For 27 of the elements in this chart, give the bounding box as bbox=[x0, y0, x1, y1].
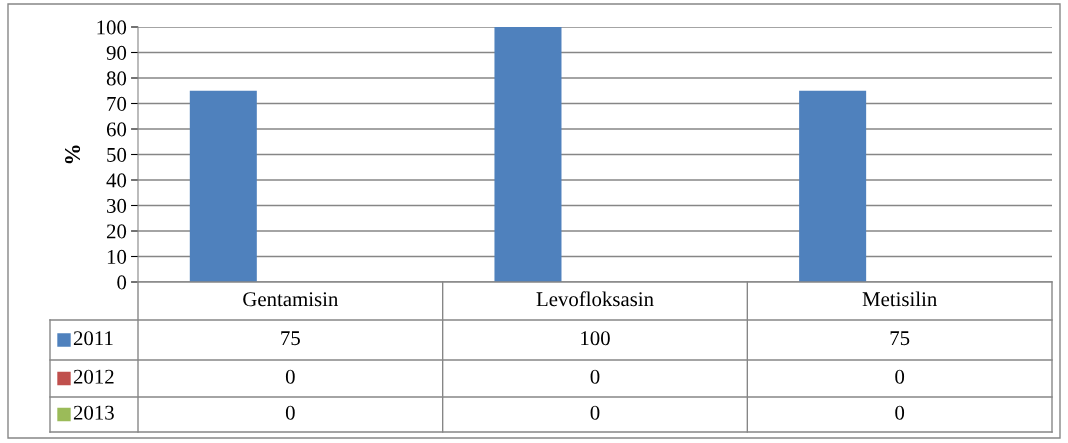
x-tick-label: Levofloksasin bbox=[536, 291, 654, 307]
y-tick-label: 40 bbox=[106, 173, 127, 188]
y-tick-label: 20 bbox=[106, 224, 127, 239]
y-tick-label: 30 bbox=[107, 198, 127, 213]
data-label: 75 bbox=[281, 331, 300, 346]
y-tick-label: 0 bbox=[117, 275, 127, 290]
x-tick-label: Gentamisin bbox=[243, 292, 339, 307]
data-label: 75 bbox=[890, 331, 910, 346]
legend-label: 2012 bbox=[73, 369, 114, 384]
y-tick-label: 80 bbox=[106, 71, 127, 86]
data-label: 0 bbox=[590, 369, 600, 384]
y-tick-label: 60 bbox=[106, 122, 127, 137]
x-tick-label: Metisilin bbox=[862, 291, 937, 307]
data-label: 0 bbox=[285, 405, 295, 420]
legend-label: 2013 bbox=[73, 405, 114, 420]
y-axis-title: % bbox=[65, 145, 81, 164]
data-label: 0 bbox=[895, 369, 905, 384]
y-tick-label: 50 bbox=[107, 147, 127, 162]
data-label: 0 bbox=[590, 405, 600, 420]
data-label: 0 bbox=[895, 405, 905, 420]
y-tick-label: 100 bbox=[97, 20, 127, 35]
data-label: 0 bbox=[285, 369, 295, 384]
legend-label: 2011 bbox=[73, 331, 113, 346]
y-tick-label: 90 bbox=[106, 45, 127, 60]
y-tick-label: 10 bbox=[107, 249, 127, 264]
y-tick-label: 70 bbox=[107, 96, 127, 111]
data-label: 100 bbox=[581, 331, 610, 346]
